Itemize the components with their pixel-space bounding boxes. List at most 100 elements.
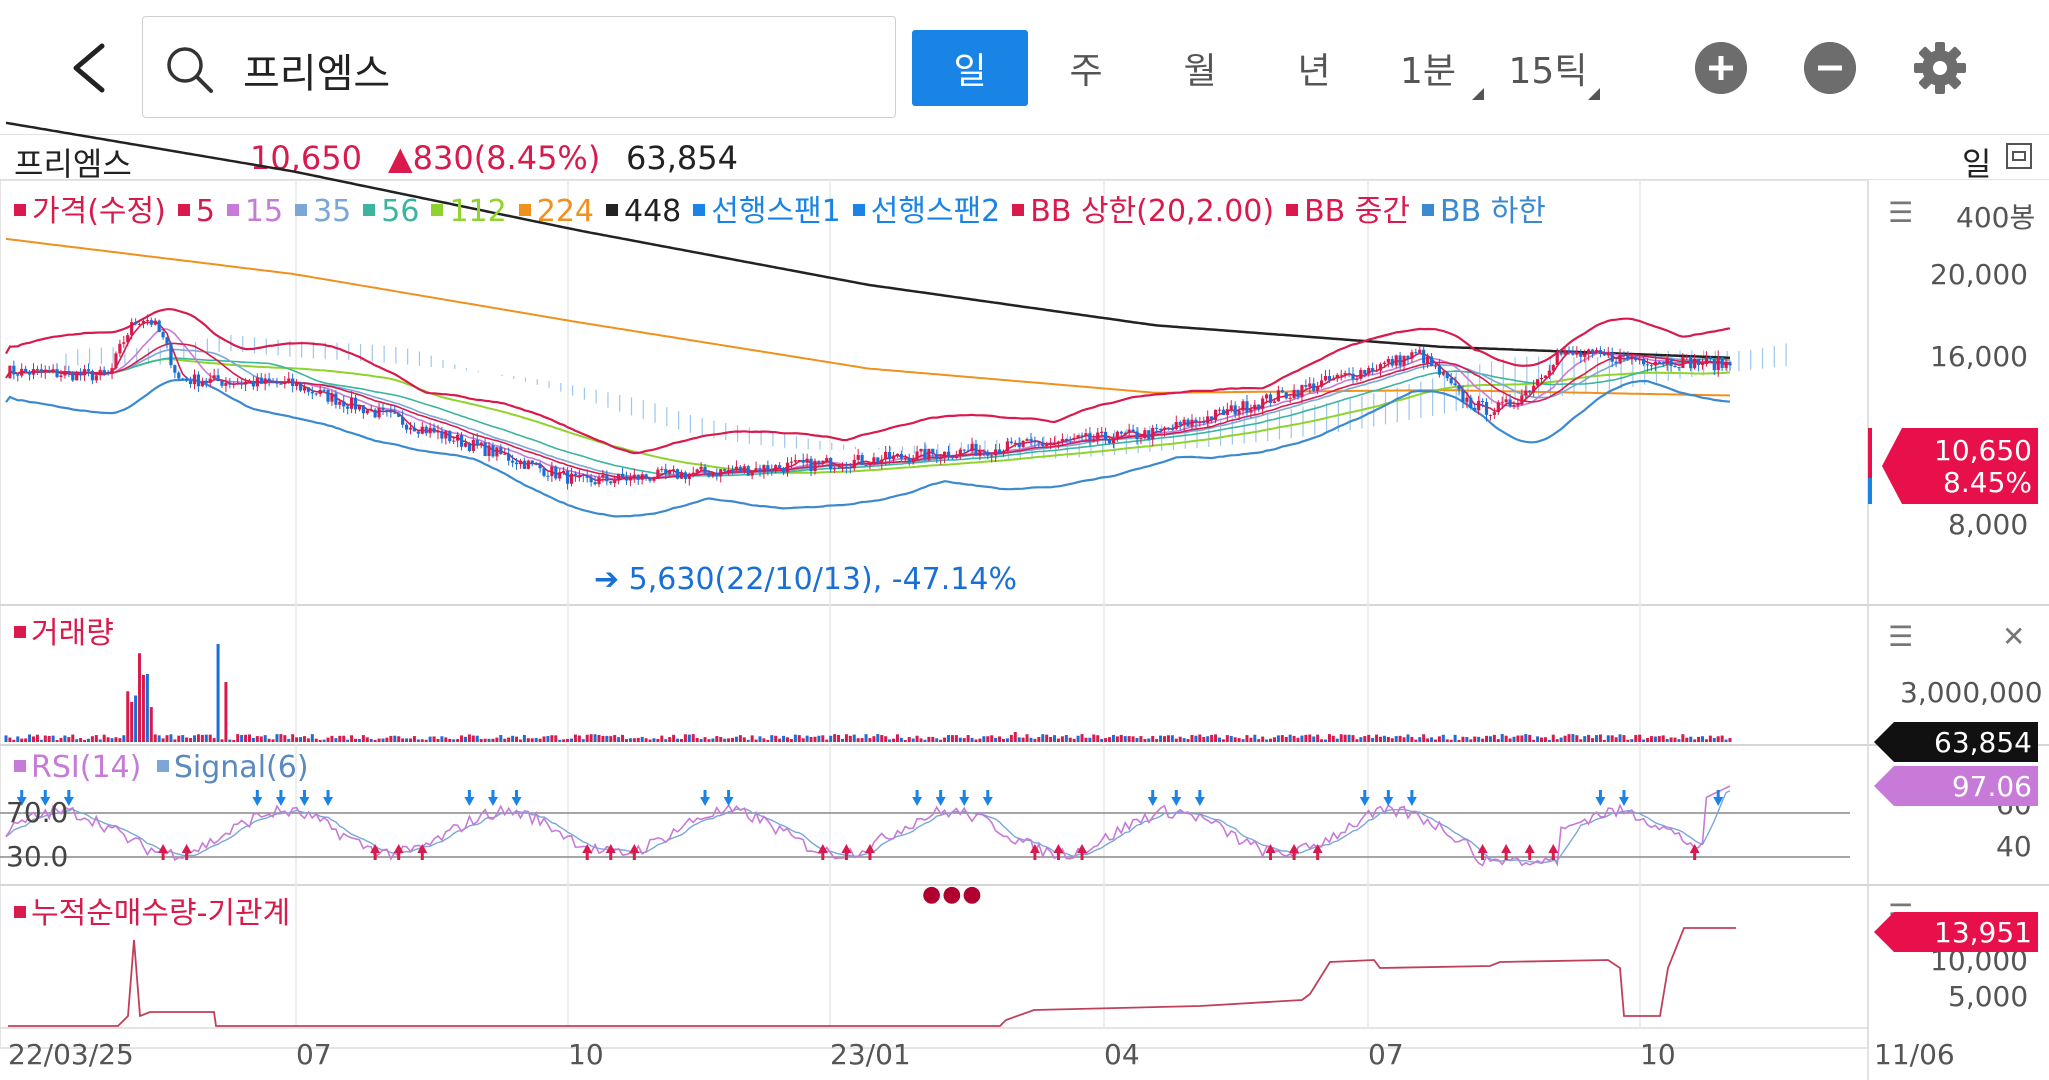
candle	[982, 450, 986, 452]
candle	[1045, 444, 1049, 446]
candle	[98, 369, 102, 376]
candle	[397, 413, 401, 417]
period-tick-button[interactable]: 15틱	[1508, 51, 1588, 92]
candle	[393, 412, 397, 414]
candle	[1477, 400, 1481, 411]
buy-arrow-stem	[609, 852, 613, 860]
more-icon[interactable]: ●●●	[922, 882, 983, 907]
buy-arrow-stem	[844, 852, 848, 860]
minute-dropdown-indicator	[1472, 88, 1484, 100]
period-year-button[interactable]: 년	[1297, 51, 1331, 92]
volume-bar	[1202, 737, 1206, 742]
volume-bar	[911, 738, 915, 742]
volume-bar	[338, 735, 342, 742]
candle	[1716, 357, 1720, 371]
sell-arrow-stem	[703, 790, 707, 798]
buy-arrow	[1289, 844, 1300, 853]
candle	[1359, 369, 1363, 379]
menu-icon[interactable]: ☰	[1888, 620, 1914, 653]
candle	[1657, 361, 1661, 363]
candle	[353, 397, 358, 410]
candle	[1037, 442, 1041, 444]
candle	[1594, 350, 1599, 353]
candle	[1422, 349, 1426, 364]
candle	[534, 462, 538, 464]
candle	[157, 320, 161, 332]
candle	[346, 406, 350, 409]
candle	[1559, 352, 1563, 355]
volume-bar	[114, 737, 118, 742]
volume-bar	[526, 738, 530, 742]
volume-bar	[892, 738, 896, 742]
volume-bar	[35, 734, 39, 742]
volume-bar	[247, 734, 251, 742]
candle	[829, 458, 833, 470]
chevron-left-icon[interactable]	[62, 38, 122, 98]
search-box[interactable]: 프리엠스	[142, 16, 896, 118]
zoom-out-icon[interactable]	[1804, 42, 1856, 94]
volume-bar	[1555, 739, 1559, 742]
volume-bar	[1543, 737, 1547, 742]
volume-bar	[782, 735, 786, 742]
volume-bar	[283, 735, 287, 742]
candle	[1445, 372, 1449, 379]
x-axis-label: 07	[296, 1038, 332, 1071]
candle	[518, 460, 523, 465]
period-minute-button[interactable]: 1분	[1399, 51, 1457, 92]
buy-arrow-stem	[1316, 852, 1320, 860]
candle	[24, 368, 28, 372]
period-day-button[interactable]: 일	[912, 30, 1028, 106]
period-month-button[interactable]: 월	[1183, 51, 1217, 92]
volume-bar	[1037, 736, 1041, 742]
volume-bar	[444, 737, 448, 742]
candle	[334, 393, 338, 405]
volume-bar	[935, 738, 939, 742]
volume-bar	[1245, 735, 1249, 742]
maximize-icon[interactable]	[2006, 143, 2032, 169]
zoom-in-icon[interactable]	[1695, 42, 1747, 94]
candle	[224, 382, 228, 386]
buy-arrow-stem	[420, 852, 424, 860]
candle	[613, 480, 617, 484]
volume-bar	[573, 734, 577, 742]
volume-bar	[381, 738, 385, 742]
volume-bar	[699, 739, 703, 742]
volume-bar	[829, 735, 833, 742]
buy-arrow	[864, 844, 875, 853]
volume-bar	[538, 738, 542, 742]
sell-arrow	[1713, 797, 1724, 806]
candle	[196, 374, 201, 387]
volume-bar	[1708, 735, 1712, 742]
volume-bar	[275, 734, 279, 742]
volume-bar	[1198, 734, 1202, 742]
candle	[1347, 373, 1351, 375]
candle	[1543, 375, 1548, 378]
buy-arrow-stem	[1528, 852, 1532, 860]
menu-icon[interactable]: ☰	[1888, 196, 1914, 229]
candle	[1241, 401, 1245, 411]
period-week-button[interactable]: 주	[1069, 51, 1103, 92]
candle	[887, 451, 892, 460]
candle	[141, 321, 146, 324]
sell-arrow-stem	[67, 790, 71, 798]
volume-bar	[212, 738, 216, 742]
sell-arrow	[16, 797, 27, 806]
close-icon[interactable]: ✕	[2002, 620, 2026, 653]
candle	[1323, 375, 1328, 381]
volume-bar	[966, 735, 970, 742]
candle	[1492, 412, 1496, 415]
volume-bar	[923, 739, 927, 742]
volume-bar	[546, 736, 550, 742]
volume-bar	[295, 737, 299, 742]
candle	[907, 457, 911, 463]
volume-bar	[562, 739, 566, 742]
candle	[338, 401, 342, 405]
gear-icon[interactable]	[1912, 40, 1968, 96]
volume-bar	[613, 735, 617, 742]
candle	[1649, 365, 1654, 367]
sell-arrow	[1359, 797, 1370, 806]
search-input[interactable]: 프리엠스	[243, 51, 391, 97]
volume-bar	[1653, 736, 1657, 742]
volume-bar	[1170, 735, 1174, 742]
